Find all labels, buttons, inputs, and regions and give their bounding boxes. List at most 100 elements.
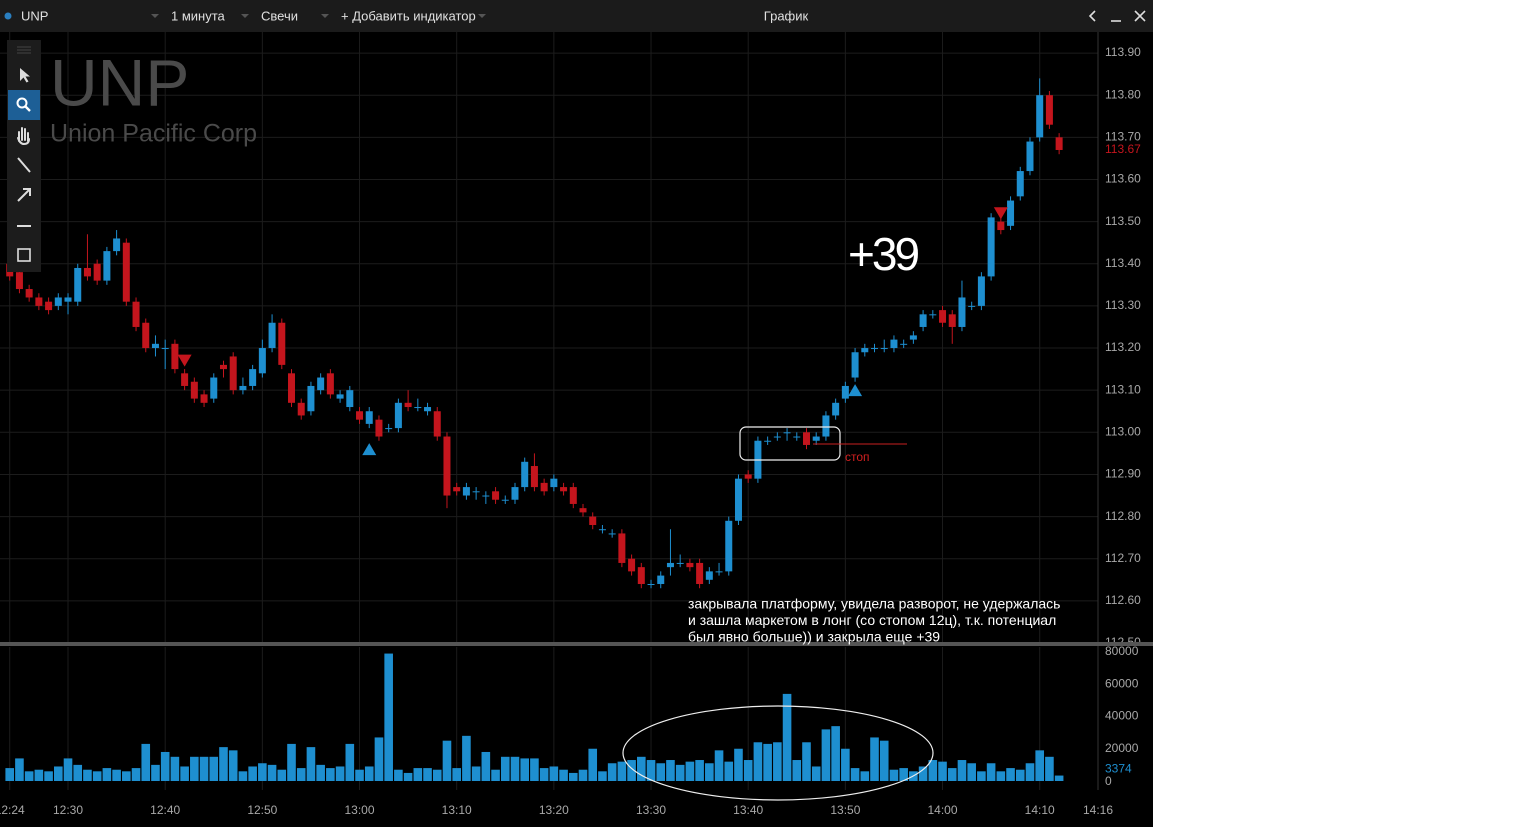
add-indicator[interactable]: + Добавить индикатор — [341, 8, 476, 23]
candle-body — [569, 487, 577, 504]
candle-body — [404, 402, 412, 408]
dropdown-arrow[interactable] — [241, 14, 249, 18]
y-tick-label: 112.70 — [1105, 551, 1141, 565]
y-tick-label: 60000 — [1105, 676, 1139, 690]
volume-bar — [782, 693, 792, 781]
y-tick-label: 113.90 — [1105, 45, 1141, 59]
pointer-tool[interactable] — [20, 68, 30, 83]
x-tick-label: 12:50 — [247, 803, 277, 817]
candle-body — [433, 411, 441, 437]
volume-bar — [889, 769, 899, 781]
volume-bar — [841, 748, 850, 781]
hand-tool[interactable] — [17, 127, 30, 146]
dropdown-arrow[interactable] — [478, 14, 486, 18]
candle-body — [608, 533, 616, 535]
candle-body — [200, 394, 208, 403]
x-tick-label: 13:50 — [830, 803, 860, 817]
volume-bar — [432, 769, 442, 781]
tool-palette — [7, 40, 41, 272]
candle-body — [64, 297, 72, 302]
y-tick-label: 112.80 — [1105, 509, 1141, 523]
volume-bar — [5, 768, 15, 781]
volume-bar — [180, 766, 189, 781]
volume-bar — [918, 766, 928, 781]
arrow-tool[interactable] — [17, 188, 31, 202]
volume-bar — [112, 769, 121, 781]
candle-body — [696, 562, 704, 585]
note: закрывала платформу, увидела разворот, н… — [688, 596, 1060, 645]
close-button[interactable] — [1134, 10, 1146, 22]
volume-bar — [394, 769, 403, 781]
candle-body — [1007, 200, 1015, 226]
volume-bar — [850, 768, 860, 781]
zoom-icon — [24, 105, 31, 112]
volume-bar — [986, 763, 996, 781]
candle-body — [822, 415, 830, 437]
x-tick-label: 13:20 — [539, 803, 569, 817]
panel-handle[interactable] — [17, 46, 31, 54]
pane-separator[interactable] — [0, 642, 1153, 646]
candle-body — [540, 482, 548, 492]
volume-bar — [656, 763, 666, 781]
volume-bar — [102, 768, 112, 781]
candle-body — [249, 369, 257, 386]
collapse-button[interactable] — [1088, 10, 1096, 22]
candle-body — [802, 432, 810, 445]
candle-body — [394, 402, 402, 429]
volume-bar — [879, 740, 889, 781]
candle-body — [987, 217, 995, 277]
volume-bar — [549, 766, 559, 781]
volume-bar — [481, 751, 491, 781]
volume-bar — [296, 768, 306, 781]
volume-bar — [578, 769, 588, 781]
volume-bar — [996, 771, 1006, 781]
candle-body — [190, 381, 198, 399]
candle-body — [657, 575, 665, 585]
candle-body — [666, 562, 674, 568]
interval[interactable]: 1 минута — [171, 8, 226, 23]
x-tick-label: 14:16 — [1083, 803, 1113, 817]
volume-bar — [627, 760, 636, 781]
volume-bar — [238, 771, 248, 781]
volume-bar — [442, 740, 452, 781]
dropdown-arrow[interactable] — [151, 14, 159, 18]
drawn-ellipse[interactable] — [622, 705, 934, 801]
volume-bar — [947, 768, 957, 781]
y-tick-label: 0 — [1105, 774, 1112, 788]
volume-bar — [471, 766, 481, 781]
y-tick-label: 113.50 — [1105, 214, 1141, 228]
candle-body — [356, 411, 364, 420]
candle-body — [909, 335, 917, 340]
trading-window: UNP Union Pacific Corp UNP 1 минута Свеч… — [0, 0, 1153, 827]
x-tick-label: 14:00 — [928, 803, 958, 817]
candle-body — [783, 432, 791, 434]
chart-style[interactable]: Свечи — [261, 8, 298, 23]
candle-body — [385, 428, 393, 430]
signal-marker — [993, 207, 1008, 220]
x-tick-label: 13:00 — [345, 803, 375, 817]
x-tick-label: 13:10 — [442, 803, 472, 817]
y-tick-label: 113.30 — [1105, 298, 1141, 312]
y-tick-label: 40000 — [1105, 709, 1139, 723]
volume-bar — [773, 742, 782, 781]
candle-body — [530, 466, 538, 488]
line-tool[interactable] — [17, 157, 31, 173]
volume-bar — [743, 760, 753, 781]
volume-bar — [248, 766, 257, 781]
note-line: закрывала платформу, увидела разворот, н… — [688, 596, 1060, 612]
candle-body — [365, 411, 373, 424]
note-line: был явно больше)) и закрыла еще +39 — [688, 629, 940, 645]
rect-tool[interactable] — [17, 248, 31, 262]
volume-bar — [928, 760, 938, 781]
candle-body — [268, 322, 276, 349]
zoom-tool-active[interactable] — [8, 90, 40, 120]
window-title: График — [764, 8, 809, 23]
candle-body — [744, 474, 752, 479]
volume-bar — [1006, 768, 1015, 781]
candle-body — [560, 487, 568, 492]
volume-bar — [539, 768, 549, 781]
volume-bar — [530, 758, 539, 781]
candle-body — [54, 297, 62, 306]
dropdown-arrow[interactable] — [321, 14, 329, 18]
symbol[interactable]: UNP — [21, 8, 48, 23]
